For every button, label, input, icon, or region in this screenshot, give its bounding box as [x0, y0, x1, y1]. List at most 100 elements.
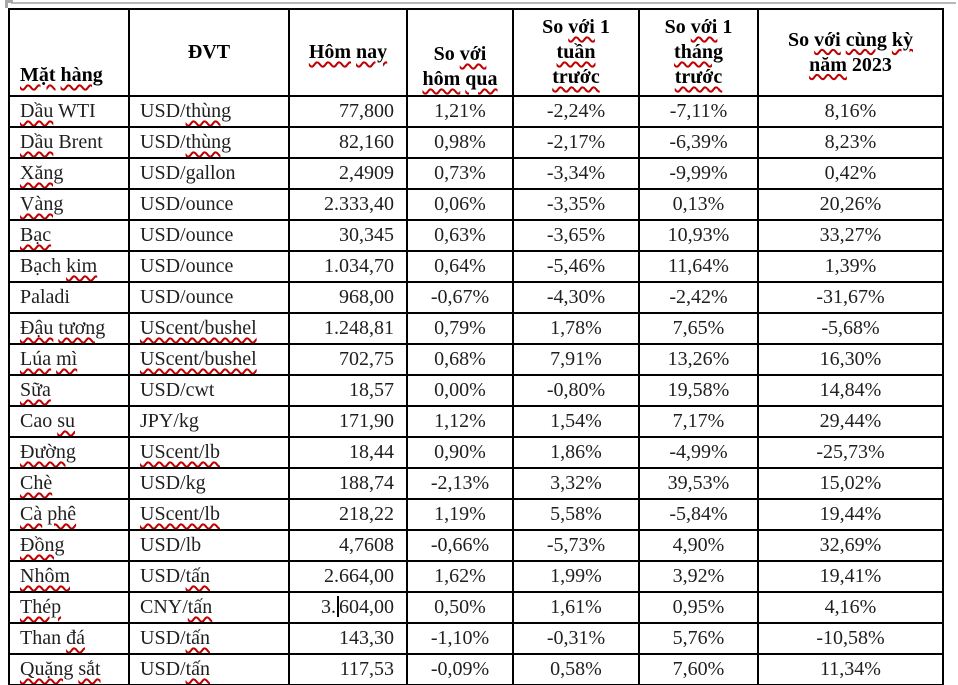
cell-commodity[interactable]: Quặng sắt — [8, 653, 130, 685]
cell-vs_2023[interactable]: 4,16% — [757, 591, 944, 624]
cell-vs_month[interactable]: 39,53% — [638, 467, 759, 500]
cell-commodity[interactable]: Đậu tương — [8, 312, 130, 345]
cell-vs_2023[interactable]: 32,69% — [757, 529, 944, 562]
cell-vs_week[interactable]: 1,78% — [512, 312, 640, 345]
cell-vs_week[interactable]: -0,80% — [512, 374, 640, 407]
cell-vs_yesterday[interactable]: 0,79% — [406, 312, 514, 345]
cell-vs_month[interactable]: 19,58% — [638, 374, 759, 407]
cell-vs_month[interactable]: 0,13% — [638, 188, 759, 221]
cell-vs_month[interactable]: -7,11% — [638, 95, 759, 128]
cell-vs_month[interactable]: -2,42% — [638, 281, 759, 314]
cell-vs_2023[interactable]: 8,23% — [757, 126, 944, 159]
cell-vs_week[interactable]: -0,31% — [512, 622, 640, 655]
cell-commodity[interactable]: Vàng — [8, 188, 130, 221]
cell-vs_week[interactable]: -3,34% — [512, 157, 640, 190]
cell-vs_month[interactable]: 13,26% — [638, 343, 759, 376]
cell-vs_week[interactable]: 3,32% — [512, 467, 640, 500]
cell-vs_2023[interactable]: 19,41% — [757, 560, 944, 593]
cell-vs_month[interactable]: 10,93% — [638, 219, 759, 252]
cell-vs_yesterday[interactable]: 1,12% — [406, 405, 514, 438]
cell-commodity[interactable]: Chè — [8, 467, 130, 500]
cell-unit[interactable]: USD/ounce — [128, 281, 290, 314]
cell-unit[interactable]: CNY/tấn — [128, 591, 290, 624]
column-header-vs_yesterday[interactable]: So với hôm qua — [406, 8, 514, 97]
cell-vs_yesterday[interactable]: -2,13% — [406, 467, 514, 500]
cell-vs_yesterday[interactable]: 0,73% — [406, 157, 514, 190]
cell-vs_2023[interactable]: 11,34% — [757, 653, 944, 685]
cell-today[interactable]: 968,00 — [288, 281, 408, 314]
cell-today[interactable]: 2,4909 — [288, 157, 408, 190]
cell-commodity[interactable]: Lúa mì — [8, 343, 130, 376]
cell-today[interactable]: 2.664,00 — [288, 560, 408, 593]
cell-unit[interactable]: USD/gallon — [128, 157, 290, 190]
cell-commodity[interactable]: Đồng — [8, 529, 130, 562]
cell-unit[interactable]: UScent/bushel — [128, 312, 290, 345]
cell-vs_2023[interactable]: 0,42% — [757, 157, 944, 190]
cell-vs_week[interactable]: 1,86% — [512, 436, 640, 469]
cell-vs_week[interactable]: 7,91% — [512, 343, 640, 376]
cell-commodity[interactable]: Dầu Brent — [8, 126, 130, 159]
cell-commodity[interactable]: Sữa — [8, 374, 130, 407]
cell-vs_week[interactable]: -3,35% — [512, 188, 640, 221]
cell-vs_week[interactable]: -4,30% — [512, 281, 640, 314]
cell-unit[interactable]: USD/ounce — [128, 188, 290, 221]
cell-vs_2023[interactable]: 1,39% — [757, 250, 944, 283]
cell-vs_2023[interactable]: 15,02% — [757, 467, 944, 500]
cell-unit[interactable]: USD/cwt — [128, 374, 290, 407]
cell-commodity[interactable]: Đường — [8, 436, 130, 469]
cell-commodity[interactable]: Bạch kim — [8, 250, 130, 283]
cell-commodity[interactable]: Cà phê — [8, 498, 130, 531]
cell-today[interactable]: 2.333,40 — [288, 188, 408, 221]
cell-vs_2023[interactable]: 19,44% — [757, 498, 944, 531]
cell-unit[interactable]: USD/tấn — [128, 560, 290, 593]
cell-today[interactable]: 30,345 — [288, 219, 408, 252]
cell-unit[interactable]: USD/tấn — [128, 653, 290, 685]
cell-commodity[interactable]: Bạc — [8, 219, 130, 252]
cell-vs_2023[interactable]: 20,26% — [757, 188, 944, 221]
cell-vs_2023[interactable]: 14,84% — [757, 374, 944, 407]
cell-unit[interactable]: USD/kg — [128, 467, 290, 500]
cell-vs_yesterday[interactable]: 0,90% — [406, 436, 514, 469]
column-header-vs_2023[interactable]: So với cùng kỳ năm 2023 — [757, 8, 944, 97]
cell-today[interactable]: 702,75 — [288, 343, 408, 376]
cell-vs_week[interactable]: -5,46% — [512, 250, 640, 283]
cell-vs_yesterday[interactable]: -1,10% — [406, 622, 514, 655]
cell-vs_2023[interactable]: 16,30% — [757, 343, 944, 376]
cell-unit[interactable]: UScent/lb — [128, 436, 290, 469]
cell-unit[interactable]: UScent/lb — [128, 498, 290, 531]
cell-vs_month[interactable]: -9,99% — [638, 157, 759, 190]
cell-commodity[interactable]: Paladi — [8, 281, 130, 314]
cell-vs_week[interactable]: 0,58% — [512, 653, 640, 685]
cell-today[interactable]: 1.034,70 — [288, 250, 408, 283]
column-header-commodity[interactable]: Mặt hàng — [8, 8, 130, 97]
cell-vs_yesterday[interactable]: 0,64% — [406, 250, 514, 283]
cell-vs_yesterday[interactable]: 0,98% — [406, 126, 514, 159]
cell-vs_month[interactable]: 11,64% — [638, 250, 759, 283]
cell-vs_yesterday[interactable]: -0,66% — [406, 529, 514, 562]
cell-vs_2023[interactable]: -10,58% — [757, 622, 944, 655]
cell-unit[interactable]: USD/ounce — [128, 250, 290, 283]
cell-today[interactable]: 82,160 — [288, 126, 408, 159]
cell-vs_yesterday[interactable]: 0,50% — [406, 591, 514, 624]
cell-today[interactable]: 117,53 — [288, 653, 408, 685]
cell-vs_month[interactable]: 3,92% — [638, 560, 759, 593]
cell-vs_yesterday[interactable]: 0,00% — [406, 374, 514, 407]
cell-vs_week[interactable]: -5,73% — [512, 529, 640, 562]
cell-vs_week[interactable]: 1,54% — [512, 405, 640, 438]
cell-unit[interactable]: USD/lb — [128, 529, 290, 562]
cell-vs_2023[interactable]: -5,68% — [757, 312, 944, 345]
column-header-today[interactable]: Hôm nay — [288, 8, 408, 97]
cell-vs_yesterday[interactable]: 1,21% — [406, 95, 514, 128]
column-header-unit[interactable]: ĐVT — [128, 8, 290, 97]
cell-vs_month[interactable]: 7,17% — [638, 405, 759, 438]
cell-vs_2023[interactable]: -25,73% — [757, 436, 944, 469]
cell-commodity[interactable]: Xăng — [8, 157, 130, 190]
cell-commodity[interactable]: Nhôm — [8, 560, 130, 593]
cell-vs_yesterday[interactable]: -0,67% — [406, 281, 514, 314]
column-header-vs_month[interactable]: So với 1 tháng trước — [638, 8, 759, 97]
cell-today[interactable]: 218,22 — [288, 498, 408, 531]
cell-today[interactable]: 18,44 — [288, 436, 408, 469]
cell-vs_yesterday[interactable]: 0,06% — [406, 188, 514, 221]
cell-vs_week[interactable]: -3,65% — [512, 219, 640, 252]
cell-commodity[interactable]: Than đá — [8, 622, 130, 655]
